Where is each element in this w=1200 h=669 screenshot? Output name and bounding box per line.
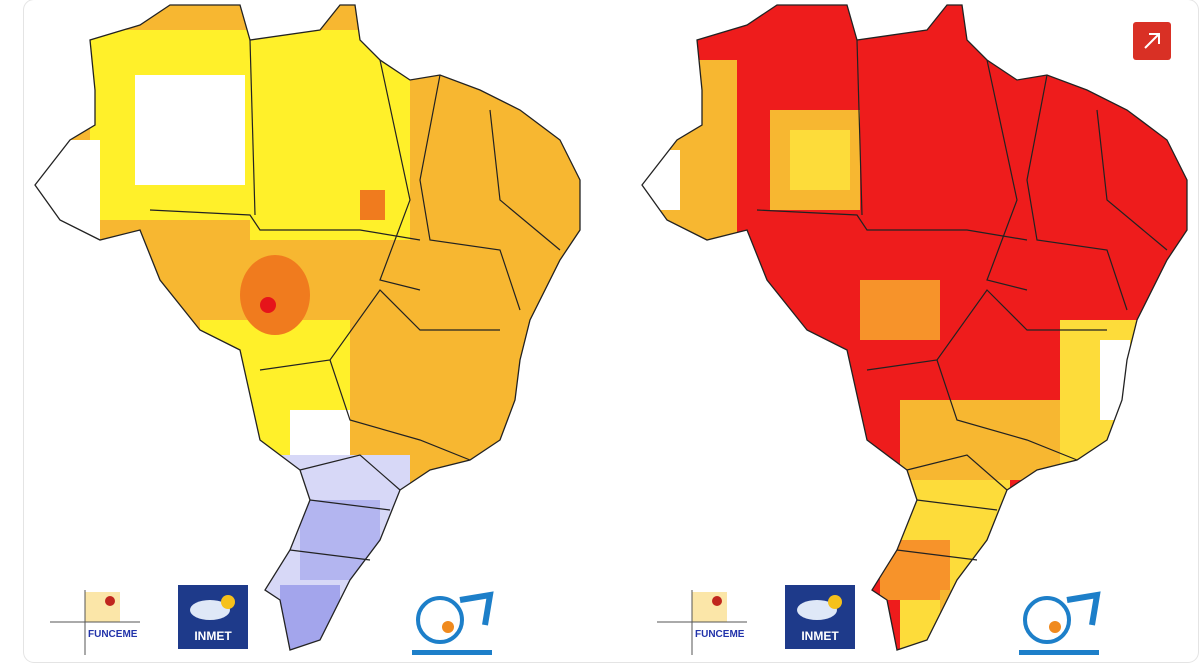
funceme-logo: FUNCEME <box>657 590 747 655</box>
inpe-logo <box>412 591 494 655</box>
inpe-logo <box>1019 591 1101 655</box>
maps-image: FUNCEME INMET FUNCEME INMET <box>34 4 1188 655</box>
logo-text: FUNCEME <box>695 629 745 640</box>
logo-text: FUNCEME <box>88 629 138 640</box>
image-card: FUNCEME INMET FUNCEME INMET <box>24 0 1198 662</box>
funceme-logo: FUNCEME <box>50 590 140 655</box>
expand-icon <box>1144 33 1160 49</box>
map-right <box>642 5 1187 650</box>
logo-text: INMET <box>194 629 232 643</box>
logo-text: INMET <box>801 629 839 643</box>
inmet-logo: INMET <box>785 585 855 649</box>
inmet-logo: INMET <box>178 585 248 649</box>
map-left <box>35 5 580 650</box>
expand-button[interactable] <box>1133 22 1171 60</box>
